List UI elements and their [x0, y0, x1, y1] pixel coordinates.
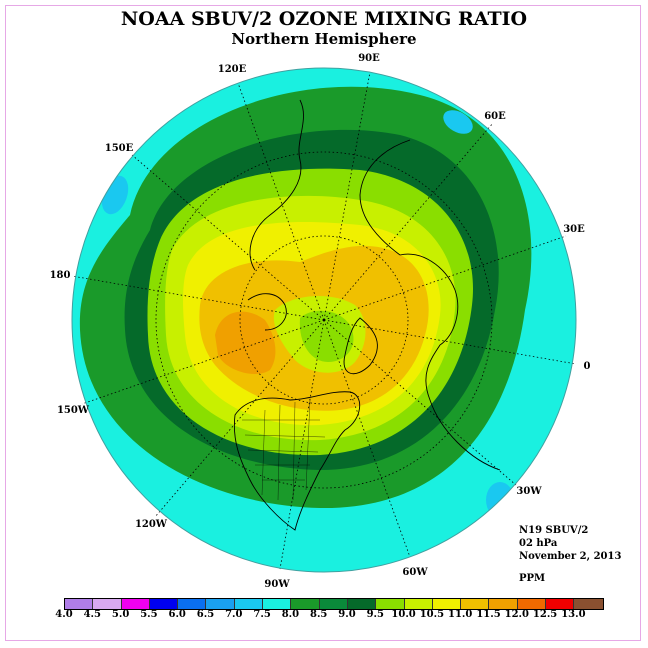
colorbar-tick-label: 4.0	[55, 609, 73, 620]
meridian-30e	[323, 235, 567, 321]
latitude-circle-60n	[239, 235, 409, 405]
colorbar-swatch	[291, 599, 320, 609]
map-title: NOAA SBUV/2 OZONE MIXING RATIO	[120, 8, 528, 30]
lon-label-0: 0	[584, 361, 591, 372]
colorbar-tick-label: 10.5	[419, 609, 445, 620]
colorbar-swatch	[517, 599, 547, 609]
graticule	[71, 71, 577, 570]
figure-frame	[5, 5, 641, 641]
lon-label-120w: 120W	[135, 519, 168, 530]
lon-label-180: 180	[50, 270, 71, 281]
lon-label-150e: 150E	[105, 143, 134, 154]
colorbar-swatch	[546, 599, 575, 609]
meridian-0	[323, 319, 577, 365]
colorbar-tick-label: 11.0	[448, 609, 473, 620]
lon-label-90w: 90W	[264, 579, 290, 590]
colorbar-tick-label: 9.0	[338, 609, 356, 620]
ozone-field	[72, 68, 576, 572]
units-label: PPM	[519, 573, 546, 584]
greenland-outline	[343, 317, 378, 375]
meridian-150w	[81, 319, 325, 405]
field-11p5	[215, 311, 276, 375]
field-7p5-patch-a	[443, 110, 473, 134]
colorbar-tick-label: 13.0	[561, 609, 586, 620]
colorbar-tick-label: 6.5	[196, 609, 215, 620]
colorbar-tick-label: 6.0	[168, 609, 186, 620]
meridian-60e	[323, 122, 494, 321]
info-block: N19 SBUV/2 02 hPa November 2, 2013	[519, 524, 621, 563]
colorbar-tick-label: 12.0	[504, 609, 529, 620]
meridian-120w	[154, 319, 325, 518]
colorbar-swatch	[234, 599, 264, 609]
lon-label-120e: 120E	[218, 64, 247, 75]
instrument-label: N19 SBUV/2	[519, 525, 589, 536]
colorbar-tick-label: 11.5	[476, 609, 501, 620]
colorbar-swatch	[178, 599, 207, 609]
colorbar-tick-label: 9.5	[366, 609, 384, 620]
lon-label-30w: 30W	[516, 486, 542, 497]
lon-label-60e: 60E	[484, 111, 506, 122]
field-pole-9p5	[299, 310, 354, 362]
colorbar-tick-label: 8.5	[309, 609, 328, 620]
meridian-180	[71, 275, 325, 321]
east-asia-outline	[249, 99, 304, 271]
colorbar-swatch	[121, 599, 150, 609]
lon-label-90e: 90E	[358, 53, 380, 64]
colorbar-swatch	[489, 599, 518, 609]
arctic-islands-outline	[247, 293, 287, 331]
colorbar-swatch	[376, 599, 405, 609]
colorbar-swatch	[574, 599, 603, 609]
colorbar-tick-label: 7.5	[253, 609, 271, 620]
colorbar-tick-label: 5.5	[140, 609, 158, 620]
colorbar-swatch	[319, 599, 348, 609]
colorbar-swatch	[432, 599, 462, 609]
colorbar-swatch	[347, 599, 377, 609]
coastlines	[233, 99, 501, 531]
colorbar-tick-label: 5.0	[111, 609, 130, 620]
colorbar-tick-label: 4.5	[83, 609, 101, 620]
map-boundary	[71, 67, 577, 573]
eurasia-outline	[359, 139, 501, 471]
colorbar-tick-label: 12.5	[532, 609, 558, 620]
colorbar-swatch	[263, 599, 292, 609]
colorbar-tick-label: 8.0	[281, 609, 300, 620]
latitude-circle-30n	[155, 151, 493, 489]
lon-label-30e: 30E	[563, 224, 585, 235]
colorbar-swatch	[404, 599, 433, 609]
colorbar-swatch	[149, 599, 179, 609]
colorbar-swatch	[65, 599, 94, 609]
date-label: November 2, 2013	[519, 551, 622, 562]
colorbar-swatch	[206, 599, 235, 609]
colorbar-swatch	[461, 599, 490, 609]
colorbar-tick-label: 10.0	[391, 609, 416, 620]
colorbar-swatch	[93, 599, 122, 609]
us-state-borders	[242, 399, 326, 501]
north-america-outline	[233, 391, 360, 531]
map-subtitle: Northern Hemisphere	[231, 30, 417, 48]
pressure-level-label: 02 hPa	[519, 538, 558, 549]
lon-label-60w: 60W	[402, 567, 428, 578]
colorbar	[64, 598, 604, 610]
lon-label-150w: 150W	[57, 405, 90, 416]
colorbar-tick-label: 7.0	[225, 609, 243, 620]
